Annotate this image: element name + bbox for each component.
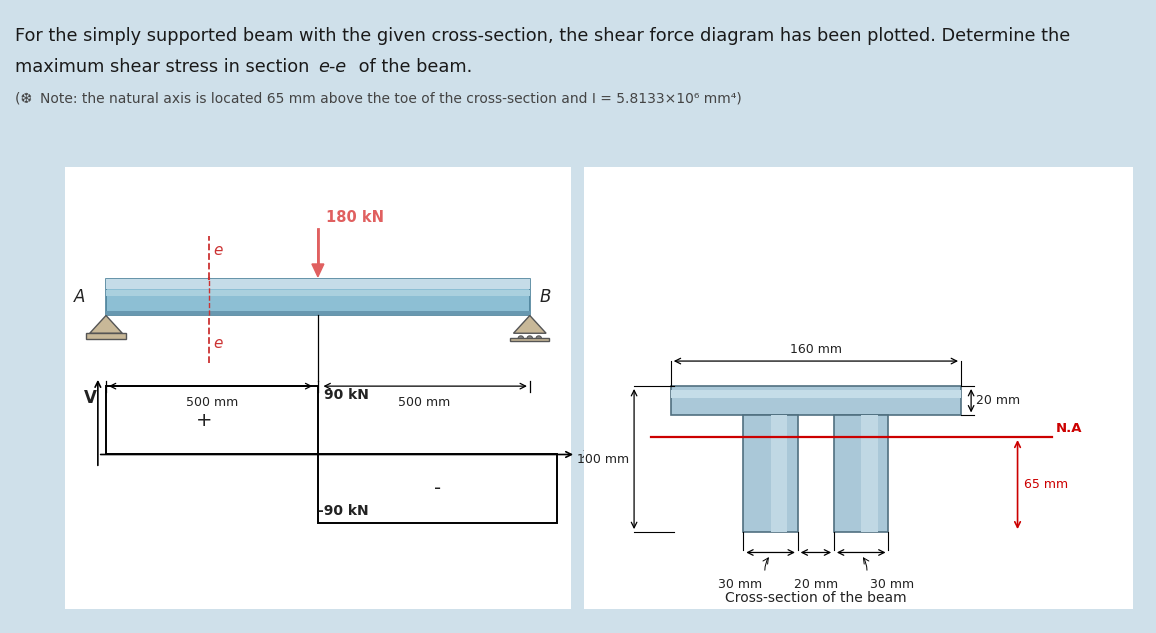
Text: 65 mm: 65 mm	[1024, 478, 1068, 491]
Text: e-e: e-e	[318, 58, 346, 76]
Text: -: -	[434, 479, 440, 498]
Text: (❆: (❆	[15, 92, 37, 106]
Text: e: e	[214, 243, 223, 258]
Text: 30 mm: 30 mm	[869, 577, 914, 591]
Text: maximum shear stress in section: maximum shear stress in section	[15, 58, 316, 76]
Bar	[861, 415, 877, 532]
Bar	[87, 333, 126, 339]
Bar	[106, 279, 529, 289]
Bar	[106, 311, 529, 315]
Text: 160 mm: 160 mm	[790, 342, 842, 356]
Text: 100 mm: 100 mm	[577, 453, 630, 465]
Circle shape	[527, 336, 533, 340]
Text: 20 mm: 20 mm	[976, 394, 1020, 407]
Text: e: e	[214, 336, 223, 351]
Text: Cross-section of the beam: Cross-section of the beam	[725, 591, 906, 605]
Text: 30 mm: 30 mm	[718, 577, 762, 591]
Text: +: +	[195, 411, 212, 430]
Text: For the simply supported beam with the given cross-section, the shear force diag: For the simply supported beam with the g…	[15, 27, 1070, 44]
Text: B: B	[540, 288, 551, 306]
Bar	[670, 390, 961, 398]
Text: 90 kN: 90 kN	[325, 389, 369, 403]
Bar	[510, 337, 549, 341]
Circle shape	[518, 336, 524, 340]
Text: N.A: N.A	[1057, 422, 1082, 436]
Text: A: A	[74, 288, 86, 306]
Text: V: V	[84, 389, 97, 406]
Text: Note: the natural axis is located 65 mm above the toe of the cross-section and I: Note: the natural axis is located 65 mm …	[40, 92, 742, 106]
Bar	[670, 386, 961, 415]
Polygon shape	[90, 315, 123, 333]
Bar	[743, 415, 798, 532]
Circle shape	[536, 336, 541, 340]
Text: x: x	[581, 448, 590, 461]
Bar	[106, 386, 318, 454]
Polygon shape	[513, 315, 546, 333]
Bar	[106, 290, 529, 296]
Text: 180 kN: 180 kN	[326, 210, 384, 225]
Bar	[318, 454, 557, 523]
Text: 500 mm: 500 mm	[186, 396, 238, 409]
Bar	[106, 279, 529, 315]
Text: of the beam.: of the beam.	[353, 58, 472, 76]
Bar	[771, 415, 787, 532]
FancyArrow shape	[312, 229, 324, 277]
Text: -90 kN: -90 kN	[318, 505, 369, 518]
Bar	[833, 415, 889, 532]
Text: 500 mm: 500 mm	[398, 396, 450, 409]
Text: 20 mm: 20 mm	[794, 577, 838, 591]
